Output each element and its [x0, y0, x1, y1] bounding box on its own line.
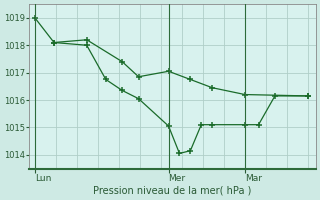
X-axis label: Pression niveau de la mer( hPa ): Pression niveau de la mer( hPa ) — [93, 186, 252, 196]
